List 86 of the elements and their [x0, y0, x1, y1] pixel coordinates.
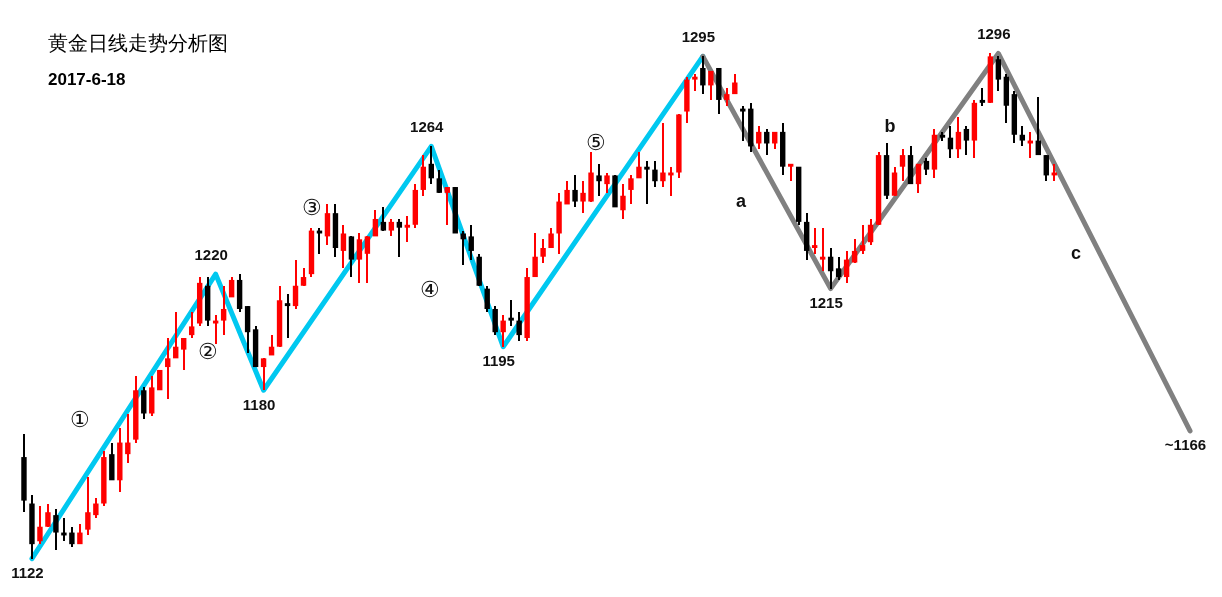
annotation: b [884, 116, 896, 136]
candlestick [492, 305, 498, 337]
candlestick [708, 69, 714, 101]
candlestick [37, 505, 43, 546]
candlestick [220, 284, 227, 337]
candlestick [45, 502, 51, 528]
candlestick [189, 310, 195, 340]
candlestick [284, 293, 291, 340]
candlestick [53, 508, 59, 551]
text: 2017-6-18 [48, 70, 126, 90]
candlestick [436, 168, 442, 194]
annotation: a [735, 191, 747, 211]
candlestick [859, 223, 866, 255]
candlestick [867, 217, 874, 247]
candlestick [827, 247, 834, 290]
candlestick [851, 238, 858, 264]
candlestick [428, 145, 434, 186]
chart-title: 黄金日线走势分析图 [48, 31, 228, 56]
data-label: 1195 [482, 352, 515, 370]
candlestick [899, 148, 906, 183]
candlestick [811, 226, 818, 255]
annotation: ② [198, 339, 218, 364]
candlestick [540, 238, 546, 264]
data-label: ~1166 [1164, 436, 1207, 454]
candlestick [572, 174, 578, 209]
candlestick [835, 255, 842, 281]
annotation: ① [70, 407, 90, 432]
candlestick [1043, 154, 1049, 183]
candlestick [628, 174, 634, 206]
candlestick [420, 154, 427, 197]
candlestick [580, 180, 586, 215]
candlestick [292, 258, 299, 310]
annotation: ④ [420, 277, 440, 302]
candlestick [165, 337, 171, 400]
candlestick [500, 313, 506, 348]
candlestick [348, 235, 355, 279]
data-label: 1264 [410, 117, 445, 135]
candlestick [915, 162, 922, 194]
candlestick [652, 159, 658, 189]
candlestick [85, 476, 91, 537]
candlestick [93, 496, 99, 520]
candlestick [260, 357, 267, 392]
candlestick [644, 159, 650, 206]
candlestick [891, 165, 898, 197]
candlestick [69, 525, 75, 549]
candlestick [516, 310, 522, 342]
data-label: 1215 [809, 294, 843, 312]
candlestick [843, 249, 850, 284]
candlestick [125, 412, 131, 464]
candlestick [955, 116, 962, 159]
candlestick [596, 162, 602, 197]
candlestick [740, 104, 746, 142]
candlestick [141, 386, 147, 421]
candlestick [396, 217, 403, 258]
candlestick [444, 186, 450, 226]
candlestick [356, 232, 363, 284]
candlestick [372, 209, 379, 238]
candlestick [660, 122, 666, 189]
candlestick [963, 125, 970, 157]
candlestick [460, 229, 466, 267]
candlestick [324, 203, 331, 247]
candlestick [181, 337, 187, 371]
candlestick [700, 55, 706, 96]
data-label: 1180 [242, 395, 276, 413]
data-label: 1220 [194, 245, 228, 263]
candlestick [604, 171, 610, 194]
data-label: 1295 [681, 27, 716, 45]
annotation: ③ [302, 195, 322, 220]
candlestick [380, 206, 387, 232]
candlestick [995, 55, 1002, 93]
candlestick [636, 151, 642, 180]
candlestick [364, 235, 371, 284]
annotation: ⑤ [586, 130, 606, 155]
data-label: 1122 [11, 564, 44, 582]
candlestick [620, 183, 626, 220]
candlestick [508, 299, 514, 328]
candlestick [819, 226, 826, 273]
candlestick [468, 223, 474, 261]
candlestick [404, 215, 411, 244]
candlestick [484, 284, 490, 313]
candlestick [1019, 125, 1026, 148]
annotation: c [1070, 243, 1082, 263]
candlestick [532, 232, 538, 279]
candlestick [1035, 96, 1041, 157]
candlestick [340, 223, 347, 270]
data-label: 1296 [977, 24, 1011, 42]
